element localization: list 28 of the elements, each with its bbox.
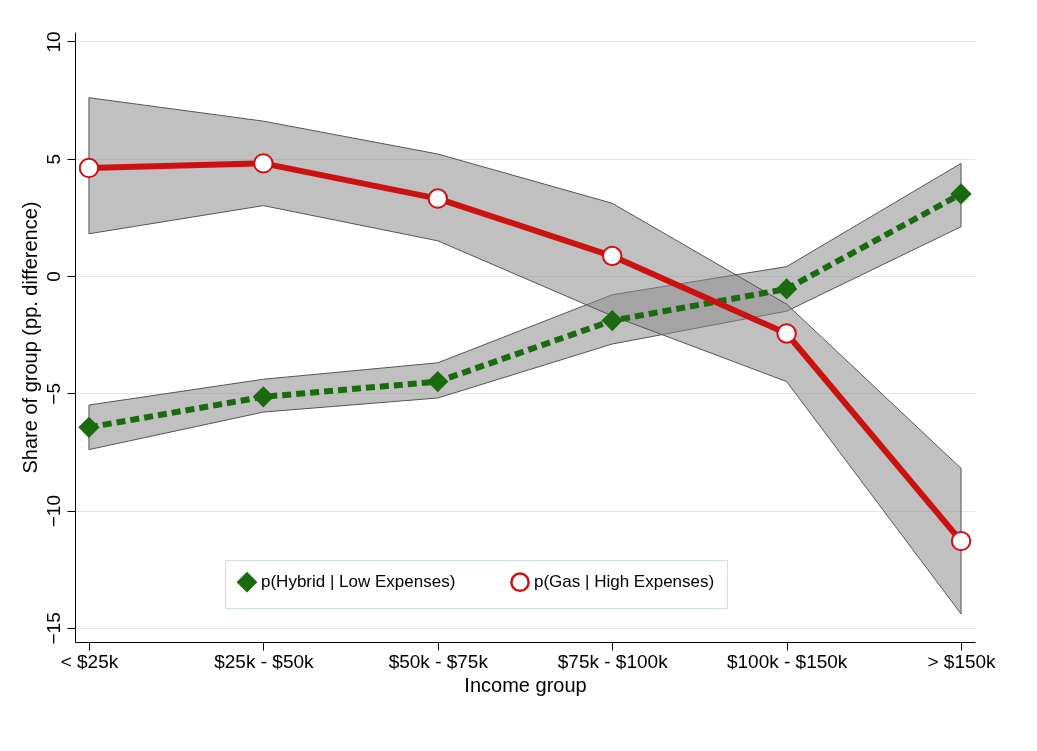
legend-label: p(Gas | High Expenses): [534, 572, 715, 592]
y-tick-label: −5: [42, 382, 64, 405]
point: [776, 323, 797, 344]
y-tick-label: −10: [42, 495, 64, 528]
y-tick-label: −15: [42, 612, 64, 645]
y-tick-label: 5: [42, 153, 64, 165]
point: [601, 310, 623, 331]
x-tick-label: $50k - $75k: [388, 650, 489, 672]
point: [427, 371, 449, 392]
y-tick-label: 10: [42, 31, 64, 53]
point: [950, 183, 972, 205]
point: [950, 530, 972, 552]
x-tick-label: $100k - $150k: [726, 650, 848, 672]
x-tick-label: < $25k: [60, 650, 119, 672]
y-tick-label: 0: [42, 271, 64, 282]
y-axis-title: Share of group (pp. difference): [18, 201, 41, 474]
point: [427, 188, 449, 209]
x-tick-label: $25k - $50k: [214, 650, 315, 672]
point: [253, 386, 274, 408]
point: [253, 153, 274, 174]
legend-label: p(Hybrid | Low Expenses): [261, 572, 456, 592]
point: [78, 157, 100, 179]
point: [78, 417, 100, 438]
point: [601, 245, 623, 267]
x-tick-label: $75k - $100k: [557, 650, 669, 672]
point: [776, 278, 797, 300]
x-axis-title: Income group: [464, 673, 587, 696]
x-tick-label: > $150k: [927, 650, 997, 672]
